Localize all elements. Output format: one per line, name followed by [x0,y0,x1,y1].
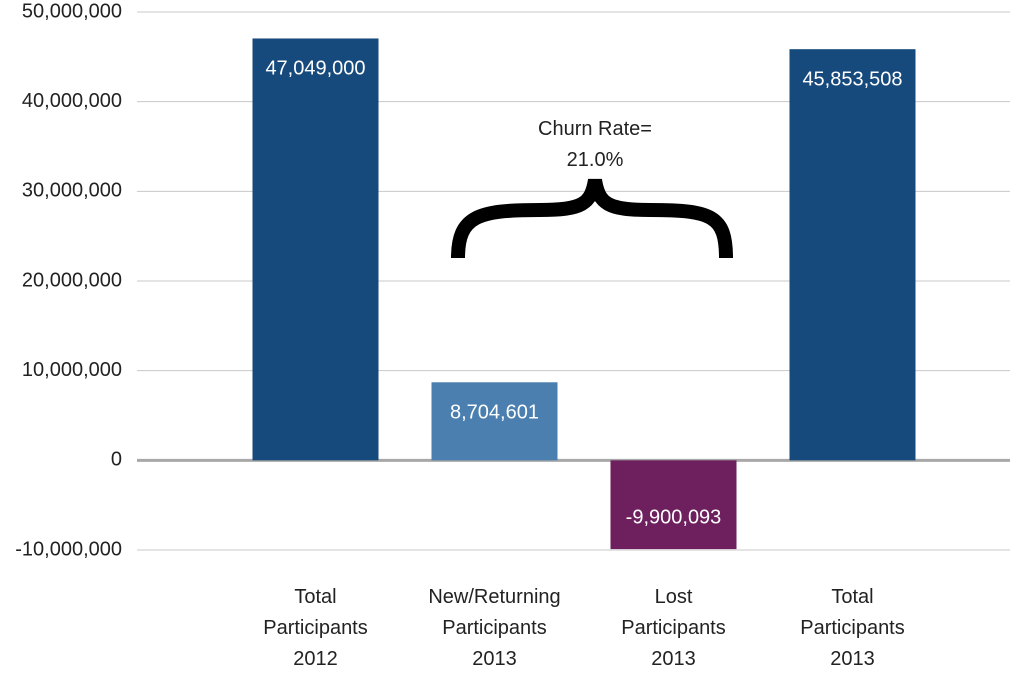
data-label: 47,049,000 [265,58,365,80]
bar [252,38,379,461]
y-tick-label: 0 [111,449,122,471]
y-tick-label: 30,000,000 [22,180,122,202]
y-tick-label: 20,000,000 [22,269,122,291]
bar [789,49,916,461]
bar [431,382,558,461]
y-tick-label: -10,000,000 [15,538,122,560]
data-label: 8,704,601 [450,402,539,424]
x-tick-label: Total Participants 2013 [800,586,905,670]
annotation: Churn Rate= 21.0% [538,118,652,171]
y-tick-label: 40,000,000 [22,90,122,112]
bar [610,460,737,550]
brace [451,178,733,259]
data-label: -9,900,093 [626,506,722,528]
data-label: 45,853,508 [802,68,902,90]
x-tick-label: Lost Participants 2013 [621,586,726,670]
y-tick-label: 10,000,000 [22,359,122,381]
y-tick-label: 50,000,000 [22,0,122,22]
x-tick-label: Total Participants 2012 [263,586,368,670]
x-tick-label: New/Returning Participants 2013 [428,586,561,670]
